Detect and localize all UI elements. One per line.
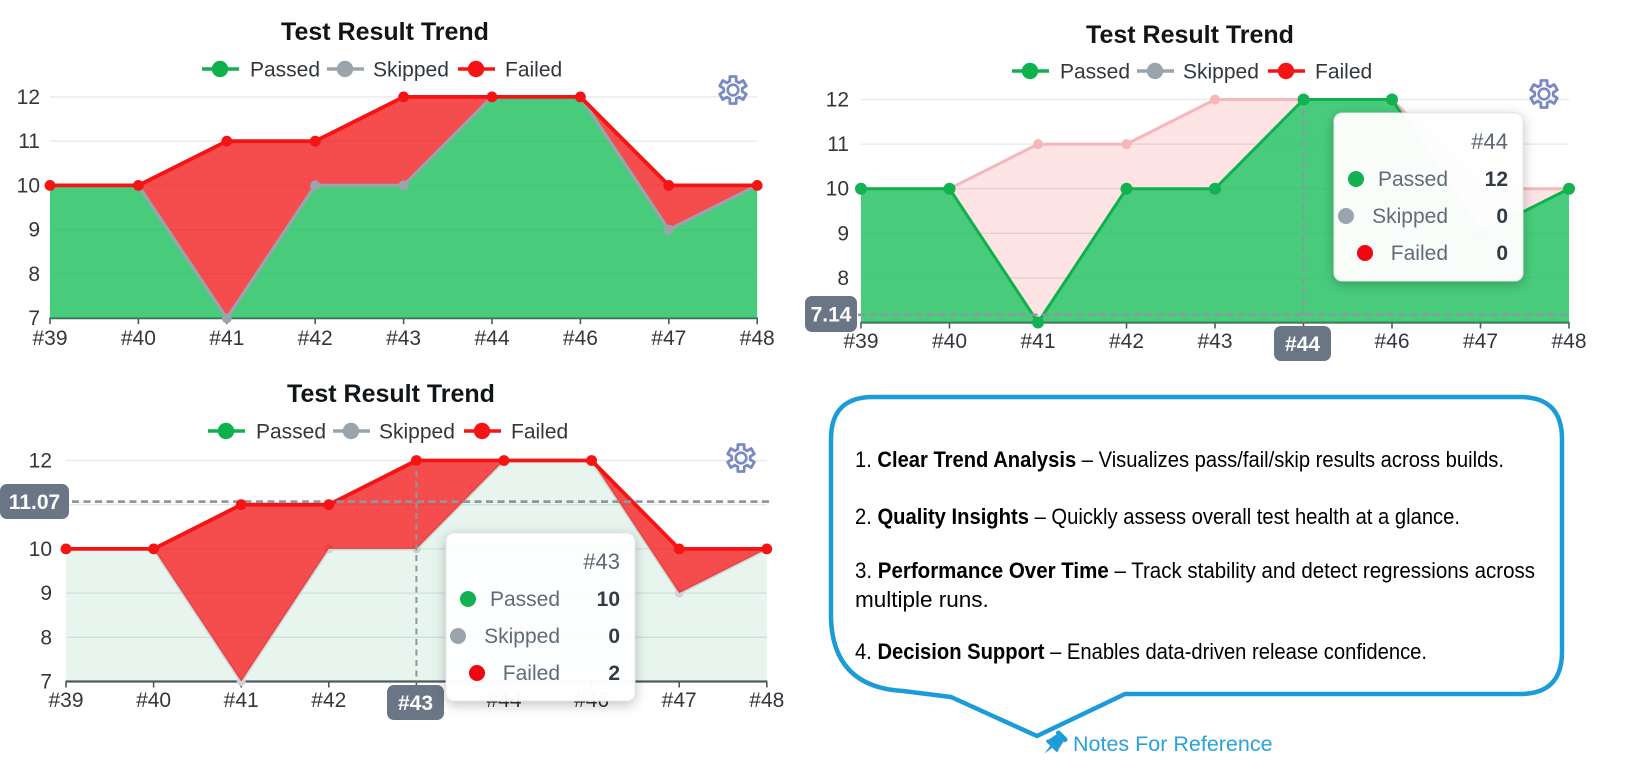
svg-text:#43: #43 [1197, 330, 1232, 353]
svg-text:Failed: Failed [505, 59, 562, 82]
svg-text:7: 7 [28, 307, 40, 330]
svg-text:9: 9 [40, 582, 52, 605]
svg-text:3. Performance Over Time – Tra: 3. Performance Over Time – Track stabili… [855, 558, 1535, 583]
svg-text:multiple runs.: multiple runs. [855, 587, 989, 612]
svg-text:8: 8 [40, 626, 52, 649]
svg-text:9: 9 [28, 219, 40, 242]
svg-text:11: 11 [18, 130, 40, 153]
svg-text:#43: #43 [583, 549, 620, 574]
svg-text:#47: #47 [662, 689, 697, 712]
svg-text:4. Decision Support – Enables: 4. Decision Support – Enables data-drive… [855, 639, 1427, 664]
svg-text:Failed: Failed [511, 421, 568, 444]
svg-text:#48: #48 [749, 689, 784, 712]
svg-text:Failed: Failed [503, 662, 560, 685]
svg-text:11.07: 11.07 [9, 491, 60, 514]
svg-text:0: 0 [1496, 242, 1508, 265]
svg-text:#40: #40 [932, 330, 967, 353]
svg-text:12: 12 [29, 450, 52, 473]
svg-text:#41: #41 [209, 327, 244, 350]
svg-text:#40: #40 [121, 327, 156, 350]
svg-text:#48: #48 [1551, 330, 1586, 353]
svg-text:2. Quality Insights – Quickly: 2. Quality Insights – Quickly assess ove… [855, 504, 1460, 529]
svg-text:12: 12 [826, 89, 849, 112]
svg-text:Passed: Passed [250, 59, 320, 82]
svg-text:10: 10 [597, 588, 620, 611]
svg-text:Failed: Failed [1315, 61, 1372, 84]
svg-text:#39: #39 [843, 330, 878, 353]
svg-text:#42: #42 [1109, 330, 1144, 353]
svg-text:2: 2 [608, 662, 620, 685]
svg-text:#48: #48 [740, 327, 775, 350]
svg-text:0: 0 [608, 625, 620, 648]
svg-text:12: 12 [1485, 168, 1508, 191]
svg-text:Skipped: Skipped [1372, 205, 1448, 228]
svg-text:Skipped: Skipped [484, 625, 560, 648]
svg-text:Passed: Passed [1378, 168, 1448, 191]
svg-text:Test Result Trend: Test Result Trend [281, 18, 489, 46]
svg-text:#39: #39 [32, 327, 67, 350]
svg-text:Test Result Trend: Test Result Trend [287, 380, 495, 408]
svg-text:Passed: Passed [490, 588, 560, 611]
svg-text:#44: #44 [1285, 333, 1320, 356]
svg-text:8: 8 [28, 263, 40, 286]
svg-text:0: 0 [1496, 205, 1508, 228]
svg-text:Passed: Passed [256, 421, 326, 444]
svg-text:#40: #40 [136, 689, 171, 712]
svg-text:#47: #47 [651, 327, 686, 350]
svg-text:10: 10 [29, 538, 52, 561]
svg-text:#43: #43 [386, 327, 421, 350]
svg-text:10: 10 [826, 178, 849, 201]
svg-text:Passed: Passed [1060, 61, 1130, 84]
svg-text:Failed: Failed [1391, 242, 1448, 265]
svg-text:#47: #47 [1463, 330, 1498, 353]
svg-text:#42: #42 [311, 689, 346, 712]
svg-text:7: 7 [40, 671, 52, 694]
svg-text:#44: #44 [1471, 129, 1508, 154]
svg-text:#43: #43 [398, 692, 433, 715]
svg-text:7.14: 7.14 [811, 304, 852, 327]
svg-text:#41: #41 [1020, 330, 1055, 353]
svg-text:Skipped: Skipped [379, 421, 455, 444]
svg-text:12: 12 [17, 86, 40, 109]
svg-text:1. Clear Trend Analysis – Visu: 1. Clear Trend Analysis – Visualizes pas… [855, 447, 1504, 472]
svg-text:Notes For Reference: Notes For Reference [1073, 732, 1273, 756]
svg-text:9: 9 [837, 222, 849, 245]
svg-text:#42: #42 [298, 327, 333, 350]
svg-text:Skipped: Skipped [373, 59, 449, 82]
svg-text:Test Result Trend: Test Result Trend [1086, 21, 1294, 49]
svg-text:11: 11 [827, 133, 849, 156]
svg-text:#46: #46 [1374, 330, 1409, 353]
svg-text:Skipped: Skipped [1183, 61, 1259, 84]
svg-text:8: 8 [837, 267, 849, 290]
svg-text:#44: #44 [474, 327, 509, 350]
svg-text:#46: #46 [563, 327, 598, 350]
svg-text:#39: #39 [48, 689, 83, 712]
svg-text:#41: #41 [224, 689, 259, 712]
svg-text:10: 10 [17, 174, 40, 197]
